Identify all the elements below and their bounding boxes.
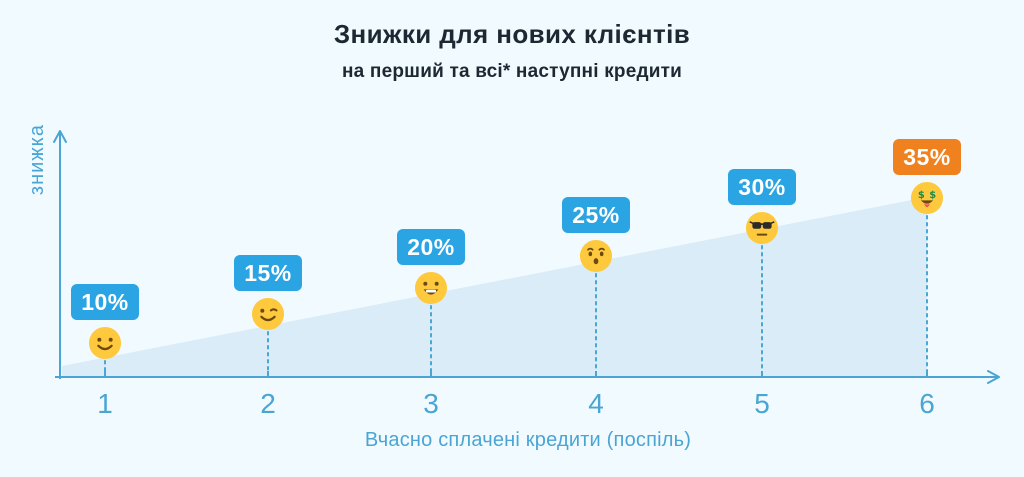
smiling-emoji-icon bbox=[88, 326, 122, 360]
page-subtitle: на перший та всі* наступні кредити bbox=[342, 61, 682, 82]
x-tick-label: 2 bbox=[260, 388, 276, 419]
axes bbox=[53, 130, 1000, 384]
discount-badge: 20% bbox=[397, 229, 465, 265]
y-axis-label: знижка bbox=[26, 124, 48, 196]
x-tick-label: 6 bbox=[919, 388, 935, 419]
discount-badge: 15% bbox=[234, 255, 302, 291]
cool-sunglasses-emoji-icon bbox=[745, 211, 779, 245]
grinning-emoji-icon bbox=[414, 271, 448, 305]
x-tick-label: 3 bbox=[423, 388, 439, 419]
x-tick-label: 4 bbox=[588, 388, 604, 419]
discount-badge: 10% bbox=[71, 284, 139, 320]
x-tick-label: 1 bbox=[97, 388, 113, 419]
page-title: Знижки для нових клієнтів bbox=[333, 19, 691, 49]
winking-emoji-icon bbox=[251, 297, 285, 331]
money-mouth-emoji-icon: $ $ bbox=[910, 181, 944, 215]
svg-text:$: $ bbox=[929, 190, 936, 201]
x-tick-label: 5 bbox=[754, 388, 770, 419]
discount-area-fill bbox=[62, 197, 927, 377]
svg-text:$: $ bbox=[918, 190, 925, 201]
discount-badge: 30% bbox=[728, 169, 796, 205]
discount-badge: 25% bbox=[562, 197, 630, 233]
y-axis-arrow-icon bbox=[53, 130, 67, 143]
surprised-emoji-icon bbox=[579, 239, 613, 273]
x-axis-arrow-icon bbox=[987, 370, 1000, 384]
discount-badge: 35% bbox=[893, 139, 961, 175]
x-axis-label: Вчасно сплачені кредити (поспіль) bbox=[364, 429, 692, 451]
